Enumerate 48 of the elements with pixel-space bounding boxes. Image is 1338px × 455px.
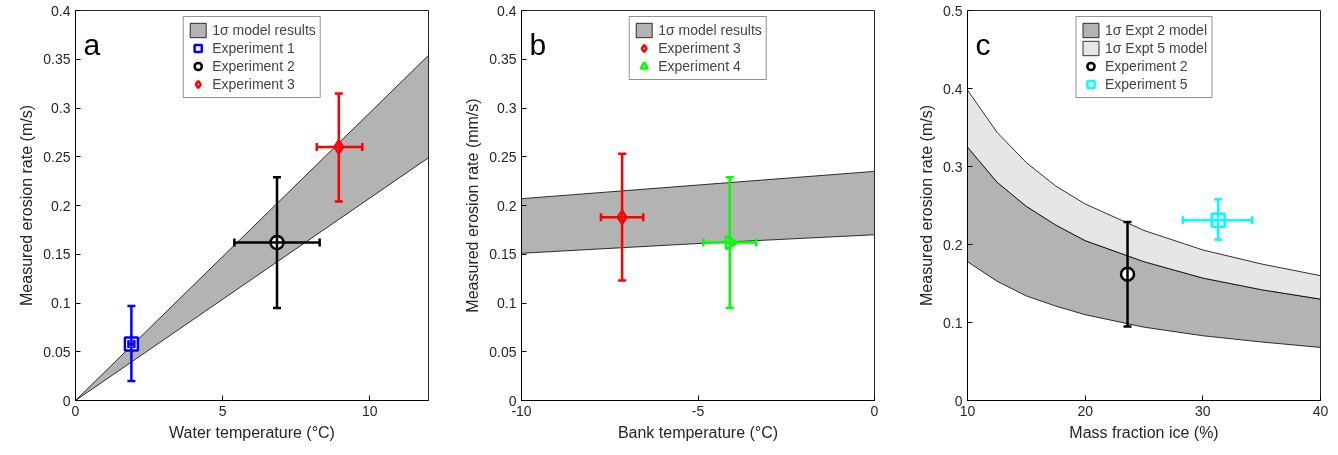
x-tick-label: 40 (1312, 402, 1329, 419)
x-axis-title: Mass fraction ice (%) (1069, 423, 1219, 441)
y-tick-label: 0.1 (51, 295, 71, 311)
x-tick-label: 10 (361, 402, 378, 419)
legend-label: Experiment 5 (1104, 75, 1188, 93)
y-tick-label: 0.4 (51, 2, 71, 19)
text: c (975, 27, 991, 61)
legend-label: Experiment 2 (212, 57, 295, 75)
legend-label: Experiment 2 (1104, 57, 1188, 75)
legend-label: 1σ model results (212, 21, 316, 39)
y-tick-label: 0.2 (497, 197, 517, 214)
x-axis-title: Bank temperature (°C) (617, 423, 779, 441)
y-tick-label: 0.35 (43, 51, 71, 68)
y-tick-label: 0.4 (497, 2, 517, 19)
y-tick-label: 0.2 (943, 236, 963, 253)
legend-label: 1σ Expt 5 model (1104, 39, 1208, 57)
y-axis-title: Measured erosion rate (mm/s) (464, 98, 482, 313)
y-tick-label: 0.3 (943, 158, 963, 175)
x-tick-label: 5 (218, 402, 227, 419)
y-tick-label: 0.35 (489, 51, 517, 68)
y-axis-title: Measured erosion rate (m/s) (918, 105, 936, 306)
x-tick-label: -5 (691, 402, 705, 419)
legend-label: Experiment 3 (212, 75, 295, 93)
y-tick-label: 0.05 (43, 343, 71, 360)
legend-label: 1σ Expt 2 model (1104, 21, 1208, 39)
y-tick-label: 0.05 (489, 343, 517, 360)
legend-label: Experiment 1 (212, 39, 295, 57)
text: b (529, 27, 547, 61)
legend-label: Experiment 4 (658, 57, 741, 75)
x-tick-label: 0 (870, 402, 879, 419)
legend-label: Experiment 3 (658, 39, 741, 57)
y-tick-label: 0.5 (943, 2, 963, 19)
y-tick-label: 0.15 (43, 246, 71, 263)
y-axis-title: Measured erosion rate (m/s) (18, 105, 36, 306)
y-tick-label: 0.1 (943, 314, 963, 331)
y-tick-label: 0.2 (51, 197, 71, 214)
x-tick-label: 20 (1077, 402, 1094, 419)
y-tick-label: 0.3 (497, 100, 517, 116)
x-axis-title: Water temperature (°C) (169, 423, 335, 441)
y-tick-label: 0.15 (489, 246, 517, 263)
legend-label: 1σ model results (658, 21, 762, 39)
y-tick-label: 0.25 (43, 148, 71, 165)
y-tick-label: 0.25 (489, 148, 517, 165)
y-tick-label: 0.1 (497, 295, 517, 311)
y-tick-label: 0.4 (943, 80, 963, 97)
text: a (83, 27, 101, 61)
y-tick-label: 0.3 (51, 100, 71, 116)
x-tick-label: 30 (1195, 402, 1211, 419)
